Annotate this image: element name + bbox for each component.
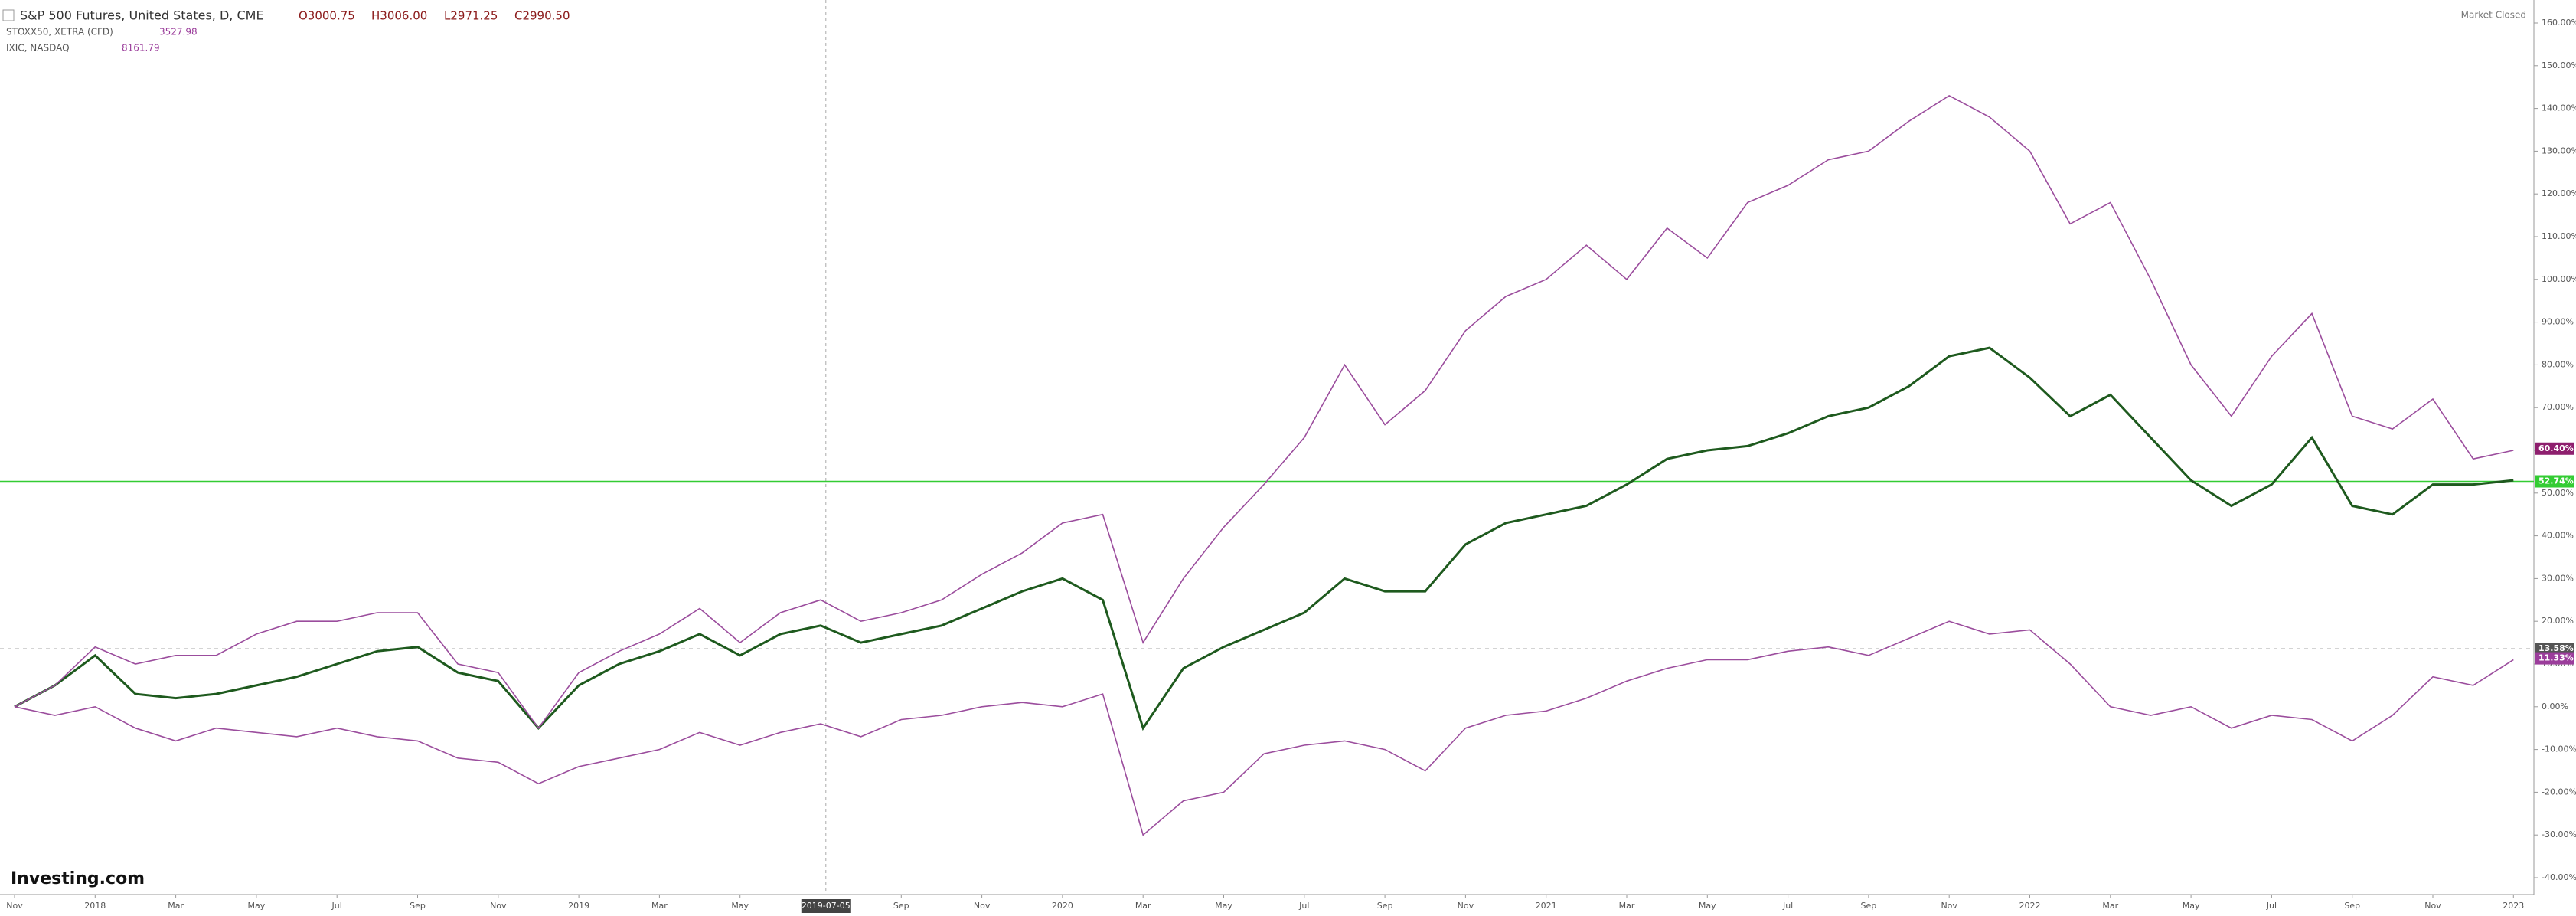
price-badge-label: 13.58%: [2538, 643, 2574, 653]
x-tick-label: 2018: [84, 901, 106, 911]
y-tick-label: 100.00%: [2542, 274, 2576, 284]
crosshair-date-badge: [801, 899, 851, 913]
x-tick-label: Sep: [410, 901, 426, 911]
price-badge: [2535, 442, 2574, 455]
x-tick-label: Nov: [2424, 901, 2441, 911]
x-tick-label: Jul: [1298, 901, 1309, 911]
close-price: C2990.50: [514, 9, 570, 23]
compare-name[interactable]: STOXX50, XETRA (CFD): [6, 27, 113, 38]
crosshair-date: 2019-07-05: [802, 901, 851, 911]
x-tick-label: Nov: [1458, 901, 1474, 911]
low-price: L2971.25: [444, 9, 498, 23]
price-badge-label: 11.33%: [2538, 653, 2574, 663]
y-tick-label: 130.00%: [2542, 146, 2576, 155]
compare-value: 3527.98: [159, 27, 198, 38]
y-tick-label: -20.00%: [2542, 787, 2576, 797]
price-badge-label: 52.74%: [2538, 476, 2574, 486]
x-tick-label: Sep: [1861, 901, 1877, 911]
y-tick-label: 160.00%: [2542, 18, 2576, 28]
x-tick-label: 2021: [1536, 901, 1557, 911]
y-tick-label: 40.00%: [2542, 531, 2574, 541]
y-tick-label: 20.00%: [2542, 616, 2574, 626]
x-tick-label: Mar: [651, 901, 668, 911]
price-badge: [2535, 652, 2574, 665]
x-tick-label: May: [731, 901, 749, 911]
x-tick-label: Mar: [2102, 901, 2118, 911]
logo: Investing.com: [11, 869, 145, 888]
compare-name[interactable]: IXIC, NASDAQ: [6, 43, 70, 54]
high-price: H3006.00: [371, 9, 427, 23]
x-tick-label: Nov: [6, 901, 23, 911]
x-tick-label: Sep: [2344, 901, 2360, 911]
x-tick-label: May: [248, 901, 266, 911]
series-line: [14, 346, 2514, 731]
open-price: O3000.75: [299, 9, 355, 23]
x-tick-label: 2020: [1052, 901, 1073, 911]
y-tick-label: -10.00%: [2542, 744, 2576, 754]
symbol-title: S&P 500 Futures, United States, D, CME: [20, 8, 264, 23]
y-tick-label: 70.00%: [2542, 402, 2574, 412]
x-tick-label: May: [1215, 901, 1232, 911]
x-tick-label: Mar: [1135, 901, 1151, 911]
y-tick-label: 50.00%: [2542, 488, 2574, 498]
x-tick-label: May: [1699, 901, 1716, 911]
x-tick-label: 2023: [2503, 901, 2524, 911]
y-tick-label: 0.00%: [2542, 702, 2568, 712]
y-tick-label: 110.00%: [2542, 231, 2576, 241]
series-line: [14, 620, 2514, 836]
x-tick-label: Nov: [974, 901, 991, 911]
y-tick-label: -30.00%: [2542, 829, 2576, 839]
price-badge-label: 60.40%: [2538, 443, 2574, 453]
x-tick-label: Mar: [168, 901, 184, 911]
x-tick-label: 2022: [2019, 901, 2041, 911]
x-tick-label: Jul: [1782, 901, 1793, 911]
compare-value: 8161.79: [122, 43, 160, 54]
series-line: [14, 94, 2514, 730]
y-tick-label: 30.00%: [2542, 573, 2574, 583]
x-tick-label: Sep: [893, 901, 909, 911]
price-badge: [2535, 643, 2574, 656]
x-tick-label: Mar: [1619, 901, 1635, 911]
x-tick-label: Nov: [1941, 901, 1957, 911]
x-tick-label: Jul: [2266, 901, 2277, 911]
x-tick-label: 2019: [568, 901, 589, 911]
y-tick-label: 120.00%: [2542, 188, 2576, 198]
y-tick-label: -40.00%: [2542, 872, 2576, 882]
x-tick-label: May: [2183, 901, 2200, 911]
collapse-icon[interactable]: [2, 9, 15, 21]
y-tick-label: 90.00%: [2542, 317, 2574, 327]
y-tick-label: 150.00%: [2542, 61, 2576, 70]
market-status: Market Closed: [2461, 10, 2526, 21]
x-tick-label: Jul: [331, 901, 342, 911]
price-badge: [2535, 475, 2574, 488]
y-tick-label: 140.00%: [2542, 103, 2576, 113]
x-tick-label: Sep: [1377, 901, 1393, 911]
y-tick-label: 80.00%: [2542, 359, 2574, 369]
x-tick-label: Nov: [490, 901, 507, 911]
